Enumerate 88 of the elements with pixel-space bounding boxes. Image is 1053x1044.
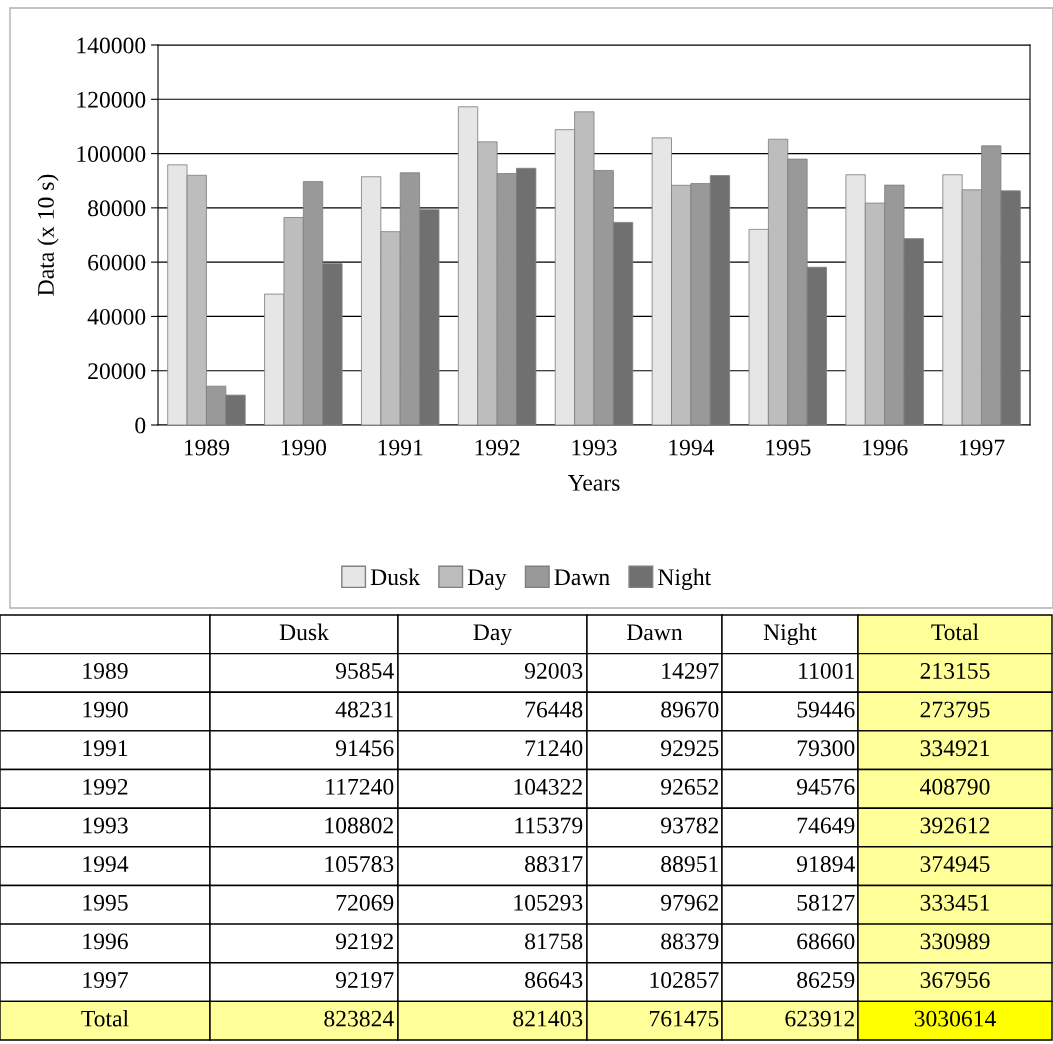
text: 95854 xyxy=(335,662,394,679)
x-tick-label: 1989 xyxy=(184,439,230,456)
text: 821403 xyxy=(513,1010,583,1027)
text: 59446 xyxy=(797,701,855,718)
text: 92197 xyxy=(335,972,394,988)
y-tick-label: 40000 xyxy=(87,308,146,325)
x-tick-label: 1994 xyxy=(669,439,715,456)
category-label: 1990 xyxy=(83,701,128,718)
category-label: 1996 xyxy=(83,933,128,950)
category-label: 1992 xyxy=(83,778,128,795)
text: 11001 xyxy=(799,662,854,679)
text: 392612 xyxy=(920,817,990,834)
text: 88379 xyxy=(661,933,719,950)
text: 623912 xyxy=(785,1010,854,1027)
y-tick-label: 120000 xyxy=(77,91,146,108)
text: 334921 xyxy=(920,740,989,757)
text: 3030614 xyxy=(914,1010,996,1027)
text: 91894 xyxy=(797,856,855,873)
text: 367956 xyxy=(920,972,990,988)
text: 74649 xyxy=(797,817,855,834)
x-tick-label: 1992 xyxy=(475,439,520,456)
category-label: 1994 xyxy=(83,856,129,873)
x-tick-label: 1996 xyxy=(863,439,908,456)
legend-label: Night xyxy=(658,568,712,590)
text: 88951 xyxy=(661,856,718,873)
text: 105293 xyxy=(514,894,583,911)
x-tick-label: 1993 xyxy=(572,439,617,456)
text: Total xyxy=(931,623,979,641)
text: 71240 xyxy=(525,740,583,757)
x-tick-label: 1995 xyxy=(766,439,811,456)
text: Day xyxy=(473,624,513,646)
category-label: 1993 xyxy=(83,817,128,834)
text: 115379 xyxy=(515,817,583,834)
text: Dawn xyxy=(626,624,683,641)
text: 81758 xyxy=(525,933,583,950)
text: 823824 xyxy=(324,1010,394,1027)
text: Total xyxy=(81,1009,129,1027)
text: 102857 xyxy=(650,972,719,988)
text: 761475 xyxy=(650,1010,719,1027)
y-axis-title: Data (x 10 s) xyxy=(37,174,59,296)
text: 273795 xyxy=(920,701,990,718)
text: 58127 xyxy=(797,894,855,911)
legend-label: Dusk xyxy=(370,568,420,586)
legend-label: Day xyxy=(467,569,507,590)
text: 108802 xyxy=(325,817,393,834)
text: 91456 xyxy=(335,740,394,757)
text: 105783 xyxy=(325,856,394,873)
text: 68660 xyxy=(797,933,855,950)
category-label: 1997 xyxy=(83,972,128,988)
text: 213155 xyxy=(920,663,990,679)
y-tick-label: 80000 xyxy=(88,200,146,217)
text: 76448 xyxy=(525,701,583,718)
text: 104322 xyxy=(514,778,582,795)
x-tick-label: 1997 xyxy=(960,439,1005,456)
text: 97962 xyxy=(661,894,718,911)
text: 330989 xyxy=(920,933,990,950)
y-tick-label: 140000 xyxy=(77,37,146,54)
text: 408790 xyxy=(920,778,990,795)
text: 88317 xyxy=(525,856,583,873)
text: 14297 xyxy=(662,663,719,679)
text: 79300 xyxy=(797,740,855,757)
text: 117240 xyxy=(326,778,394,795)
text: 86259 xyxy=(797,972,855,988)
text: 374945 xyxy=(920,856,990,873)
y-tick-label: 0 xyxy=(135,417,146,434)
text: 92925 xyxy=(661,740,719,757)
text: 92192 xyxy=(335,933,393,950)
text: Night xyxy=(763,623,817,646)
text: 92003 xyxy=(524,662,583,679)
x-axis-title: Years xyxy=(567,475,620,491)
text: 89670 xyxy=(661,701,719,718)
y-tick-label: 20000 xyxy=(88,363,146,380)
text: 48231 xyxy=(335,701,393,718)
y-tick-label: 100000 xyxy=(77,146,146,162)
category-label: 1995 xyxy=(83,894,128,911)
text: 333451 xyxy=(920,894,989,911)
text: 94576 xyxy=(797,778,855,795)
x-tick-label: 1991 xyxy=(378,439,423,456)
text: 86643 xyxy=(525,972,583,988)
category-label: 1989 xyxy=(83,662,128,679)
category-label: 1991 xyxy=(83,740,128,757)
y-tick-label: 60000 xyxy=(88,254,146,271)
legend-label: Dawn xyxy=(554,569,610,586)
text: Dusk xyxy=(279,623,329,641)
x-tick-label: 1990 xyxy=(281,439,327,456)
text: 92652 xyxy=(661,778,718,795)
text: 93782 xyxy=(661,817,718,834)
text: 72069 xyxy=(336,894,394,911)
